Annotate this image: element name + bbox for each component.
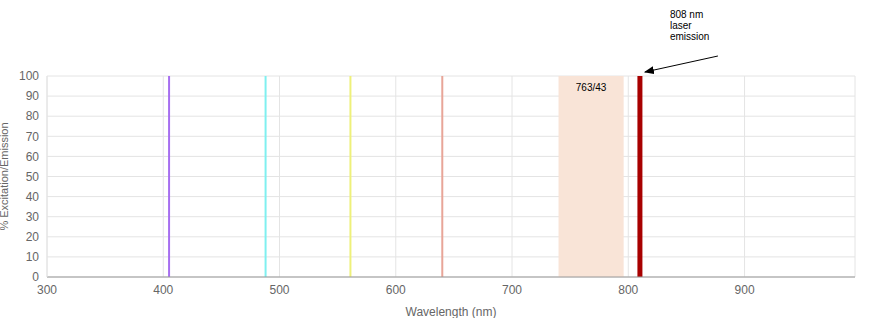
svg-text:50: 50 xyxy=(26,170,40,184)
svg-text:100: 100 xyxy=(19,69,39,83)
svg-text:20: 20 xyxy=(26,230,40,244)
svg-text:700: 700 xyxy=(502,283,522,297)
svg-text:900: 900 xyxy=(735,283,755,297)
svg-text:400: 400 xyxy=(153,283,173,297)
svg-text:300: 300 xyxy=(37,283,57,297)
svg-text:70: 70 xyxy=(26,130,40,144)
svg-text:0: 0 xyxy=(32,270,39,284)
svg-text:Wavelength (nm): Wavelength (nm) xyxy=(406,305,497,318)
svg-text:600: 600 xyxy=(386,283,406,297)
svg-text:808 nmlaseremission: 808 nmlaseremission xyxy=(670,9,709,42)
svg-text:80: 80 xyxy=(26,109,40,123)
svg-text:30: 30 xyxy=(26,210,40,224)
svg-text:763/43: 763/43 xyxy=(576,82,607,93)
svg-text:800: 800 xyxy=(618,283,638,297)
svg-text:% Excitation/Emission: % Excitation/Emission xyxy=(8,122,10,230)
svg-text:90: 90 xyxy=(26,89,40,103)
svg-text:60: 60 xyxy=(26,150,40,164)
svg-text:500: 500 xyxy=(270,283,290,297)
svg-text:40: 40 xyxy=(26,190,40,204)
svg-text:10: 10 xyxy=(26,250,40,264)
